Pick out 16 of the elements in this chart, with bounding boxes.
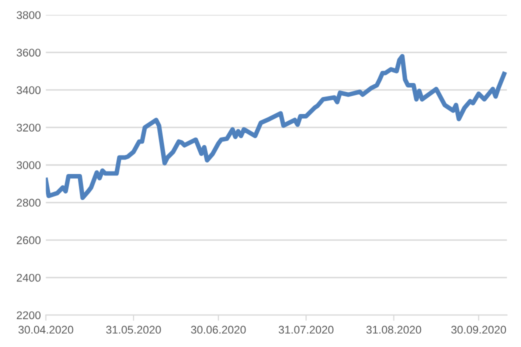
y-tick-label: 2400 <box>16 274 41 282</box>
y-tick-label: 2200 <box>16 311 41 320</box>
y-tick-label: 2800 <box>16 198 41 207</box>
y-tick-label: 3600 <box>16 48 41 57</box>
x-tick-label: 31.07.2020 <box>278 326 334 334</box>
y-tick-label: 3800 <box>16 11 41 20</box>
x-tick-label: 30.09.2020 <box>451 326 506 334</box>
x-tick-label: 30.04.2020 <box>18 326 74 334</box>
y-tick-label: 2600 <box>16 236 41 244</box>
y-tick-label: 3200 <box>16 124 41 132</box>
x-tick-label: 31.05.2020 <box>106 326 161 334</box>
y-tick-label: 3000 <box>16 161 41 170</box>
x-tick-label: 30.06.2020 <box>191 326 246 334</box>
line-series <box>46 54 506 200</box>
y-tick-label: 3400 <box>16 86 41 94</box>
x-tick-label: 31.08.2020 <box>366 326 422 334</box>
